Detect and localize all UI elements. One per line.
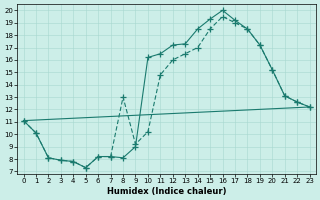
X-axis label: Humidex (Indice chaleur): Humidex (Indice chaleur): [107, 187, 226, 196]
